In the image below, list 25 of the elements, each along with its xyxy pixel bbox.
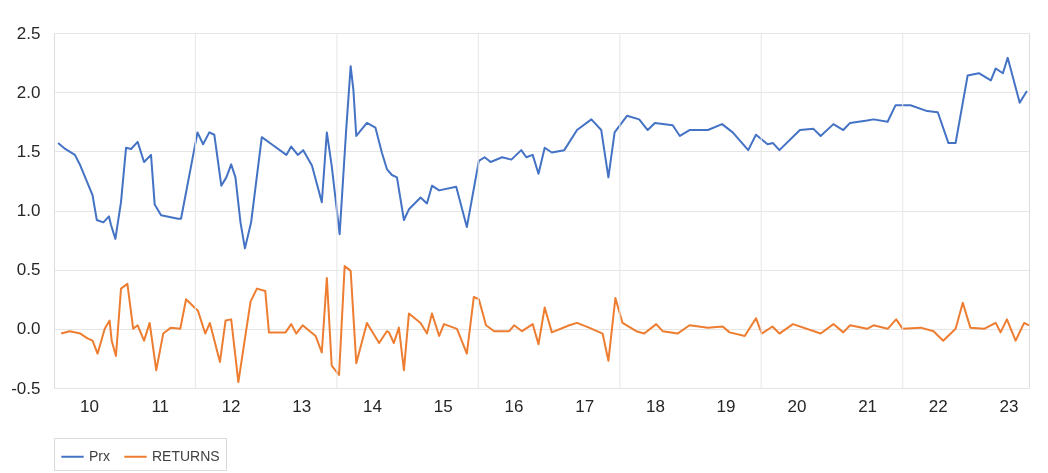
x-tick-label: 19: [716, 396, 736, 416]
y-tick-label: -0.5: [11, 378, 41, 398]
y-tick-label: 2.0: [16, 82, 41, 102]
x-tick-label: 12: [221, 396, 241, 416]
x-tick-label: 23: [999, 396, 1019, 416]
x-tick-label: 22: [928, 396, 948, 416]
x-tick-label: 16: [504, 396, 524, 416]
y-tick-label: 2.5: [16, 23, 41, 43]
x-tick-label: 20: [787, 396, 807, 416]
legend-label: RETURNS: [152, 447, 220, 464]
x-tick-label: 11: [151, 396, 170, 416]
x-tick-label: 13: [292, 396, 312, 416]
x-tick-label: 14: [363, 396, 382, 416]
line-series: [57, 56, 1028, 250]
x-tick-label: 21: [858, 396, 878, 416]
line-series: [60, 265, 1030, 384]
y-tick-label: 0.0: [16, 319, 41, 339]
x-tick-label: 18: [645, 396, 665, 416]
x-tick-label: 15: [433, 396, 453, 416]
x-tick-label: 17: [575, 396, 595, 416]
y-tick-label: 1.0: [16, 201, 41, 220]
y-tick-label: 0.5: [16, 260, 41, 280]
legend-label: Prx: [89, 447, 110, 464]
x-tick-label: 10: [80, 396, 100, 416]
y-tick-label: 1.5: [16, 141, 41, 161]
